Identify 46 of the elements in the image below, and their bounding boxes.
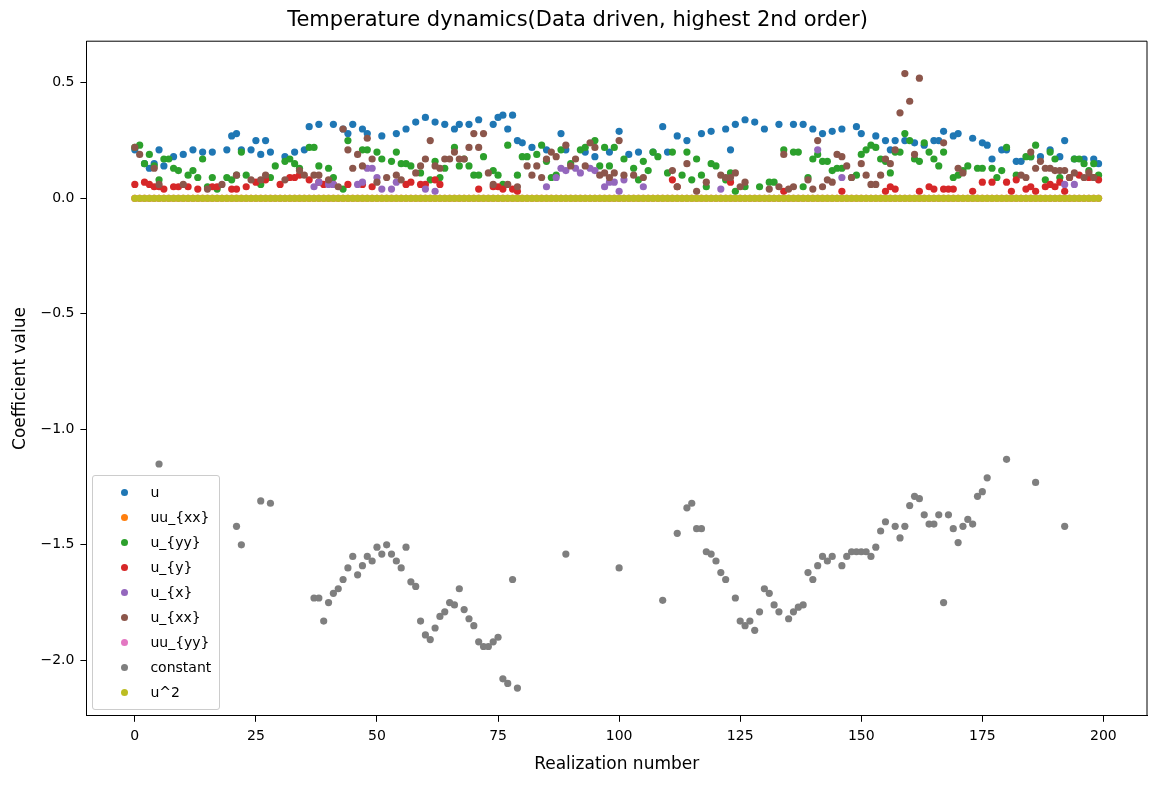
legend-label: u [150, 482, 160, 502]
x-tick-label: 75 [489, 726, 507, 743]
legend-label: u_{y} [150, 557, 193, 577]
point [1061, 180, 1069, 189]
point [387, 185, 396, 193]
y-axis-title: Coefficient value [8, 307, 29, 450]
point [610, 178, 618, 186]
legend-label: constant [150, 657, 212, 677]
x-tick-label: 125 [726, 726, 754, 743]
y-tick-label: −0.5 [40, 304, 75, 321]
x-tick-label: 50 [368, 726, 386, 743]
chart-title: Temperature dynamics(Data driven, highest 2nd order) [286, 7, 868, 32]
point [600, 183, 609, 191]
point [1070, 180, 1078, 189]
point [615, 187, 623, 195]
x-tick-label: 25 [246, 726, 265, 743]
y-tick-label: −1.5 [40, 535, 75, 552]
legend-label: u^2 [150, 682, 180, 702]
point [562, 166, 570, 175]
point [542, 183, 551, 191]
y-tick-label: 0.0 [52, 188, 75, 205]
point [431, 187, 439, 195]
point [310, 183, 318, 191]
point [421, 185, 429, 193]
point [639, 183, 647, 191]
point [591, 166, 599, 175]
x-tick-label: 150 [847, 726, 875, 743]
x-axis-title: Realization number [534, 753, 700, 774]
point [838, 173, 846, 182]
legend-label: uu_{yy} [150, 632, 210, 652]
x-tick-label: 175 [968, 726, 996, 743]
point [717, 185, 725, 193]
point [814, 146, 822, 154]
y-tick-label: 0.5 [52, 73, 75, 90]
y-tick-label: −2.0 [40, 650, 75, 667]
legend-label: uu_{xx} [150, 507, 210, 527]
x-tick-label: 0 [130, 726, 140, 743]
point [368, 164, 376, 172]
legend-label: u_{yy} [150, 532, 201, 552]
y-tick-label: −1.0 [40, 419, 75, 436]
legend-label: u_{x} [150, 582, 193, 602]
legend-label: u_{xx} [150, 607, 201, 627]
point [378, 185, 386, 193]
point [576, 169, 584, 177]
x-tick-label: 200 [1090, 726, 1117, 743]
x-tick-label: 100 [605, 726, 633, 743]
